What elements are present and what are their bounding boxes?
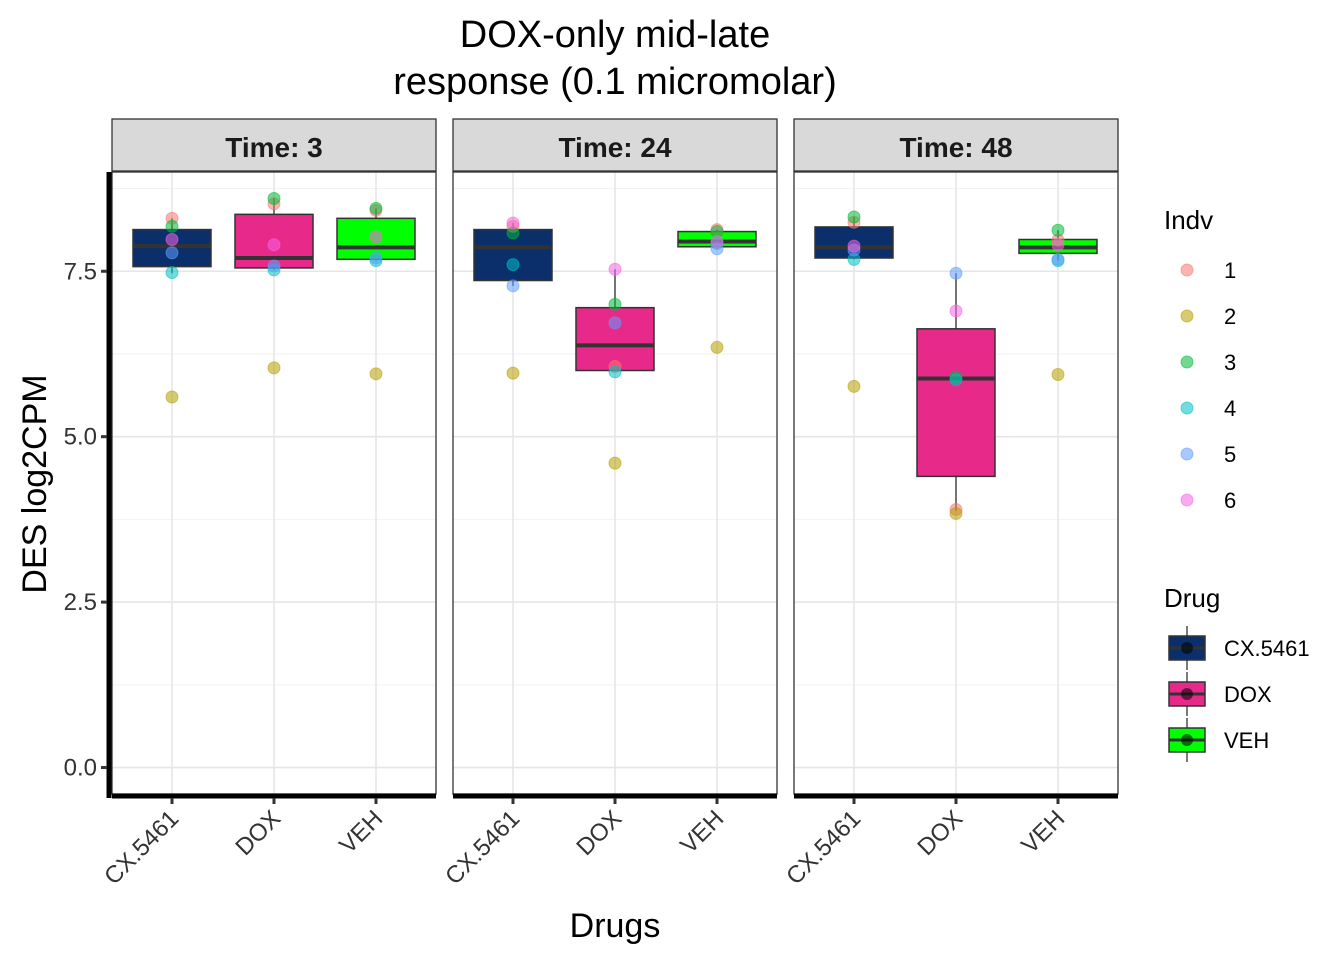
legend-indv-label: 3 [1224,350,1236,375]
facet-strip [452,118,778,172]
point-indv-5 [369,251,383,265]
box-dox [916,266,996,520]
box-veh [1018,223,1098,381]
point-indv-2 [165,390,179,404]
box-cx5461 [814,210,894,393]
point-indv-6 [267,238,281,252]
point-indv-2 [1051,367,1065,381]
legend-indv-key [1180,355,1194,369]
point-indv-4 [949,373,963,387]
point-indv-2 [949,506,963,520]
y-axis-title: DES log2CPM [16,374,54,593]
box-dox [575,262,655,470]
facet-strip-label: Time: 3 [225,132,323,163]
point-indv-5 [608,316,622,330]
legend-indv-key [1180,263,1194,277]
y-axis: 0.0 2.5 5.0 7.5 [64,172,112,798]
point-indv-2 [710,340,724,354]
box-veh [677,223,757,354]
legend-drug: Drug CX.5461 DOX VEH [1164,583,1310,762]
point-indv-6 [949,304,963,318]
facet-strip [793,118,1119,172]
legend-drug-title: Drug [1164,583,1220,613]
point-indv-3 [1051,223,1065,237]
point-indv-6 [165,232,179,246]
legend-indv-key [1180,309,1194,323]
y-tick-label: 7.5 [64,258,97,285]
point-indv-6 [710,234,724,248]
facet-strip-label: Time: 48 [899,132,1012,163]
point-indv-4 [165,266,179,280]
point-indv-2 [608,456,622,470]
legend-indv-key [1180,493,1194,507]
point-indv-5 [1051,252,1065,266]
legend-indv-key [1180,401,1194,415]
point-indv-6 [608,262,622,276]
box-body [916,328,996,478]
point-indv-4 [608,365,622,379]
x-axis-title: Drugs [570,907,661,945]
point-indv-3 [847,210,861,224]
box-veh [336,201,416,381]
point-indv-3 [369,201,383,215]
legend-drug-label: DOX [1224,682,1272,707]
facet-strip-label: Time: 24 [558,132,672,163]
box-cx5461 [473,216,553,380]
chart-title-line2: response (0.1 micromolar) [393,61,836,103]
chart-title-line1: DOX-only mid-late [460,14,770,56]
legend-indv-label: 2 [1224,304,1236,329]
legend-indv-title: Indv [1164,205,1213,235]
legend-indv-label: 4 [1224,396,1236,421]
legend-indv-label: 5 [1224,442,1236,467]
y-tick-label: 2.5 [64,589,97,616]
point-indv-3 [165,219,179,233]
point-indv-5 [165,246,179,260]
point-indv-2 [506,366,520,380]
legend-drug-label: CX.5461 [1224,636,1310,661]
point-indv-2 [847,379,861,393]
point-indv-6 [847,239,861,253]
point-indv-4 [506,258,520,272]
box-cx5461 [132,211,212,404]
legend-drug-label: VEH [1224,728,1269,753]
point-indv-2 [369,367,383,381]
y-tick-label: 5.0 [64,424,97,451]
legend-indv-key [1180,447,1194,461]
legend-drug-point [1181,642,1193,654]
point-indv-6 [369,230,383,244]
box-dox [234,191,314,375]
point-indv-5 [506,279,520,293]
point-indv-6 [1051,238,1065,252]
point-indv-2 [267,361,281,375]
point-indv-3 [608,297,622,311]
legend-indv-label: 6 [1224,488,1236,513]
point-indv-5 [267,259,281,273]
point-indv-6 [506,216,520,230]
legend-indv-label: 1 [1224,258,1236,283]
facet-strip [111,118,437,172]
legend-indv: Indv 1 2 3 4 5 6 [1164,205,1236,513]
legend-drug-point [1181,688,1193,700]
point-indv-5 [949,266,963,280]
legend-drug-point [1181,734,1193,746]
facet-panel-1: Time: 3CX.5461 DOX VEH [99,118,437,890]
point-indv-3 [267,191,281,205]
y-tick-label: 0.0 [64,755,97,782]
